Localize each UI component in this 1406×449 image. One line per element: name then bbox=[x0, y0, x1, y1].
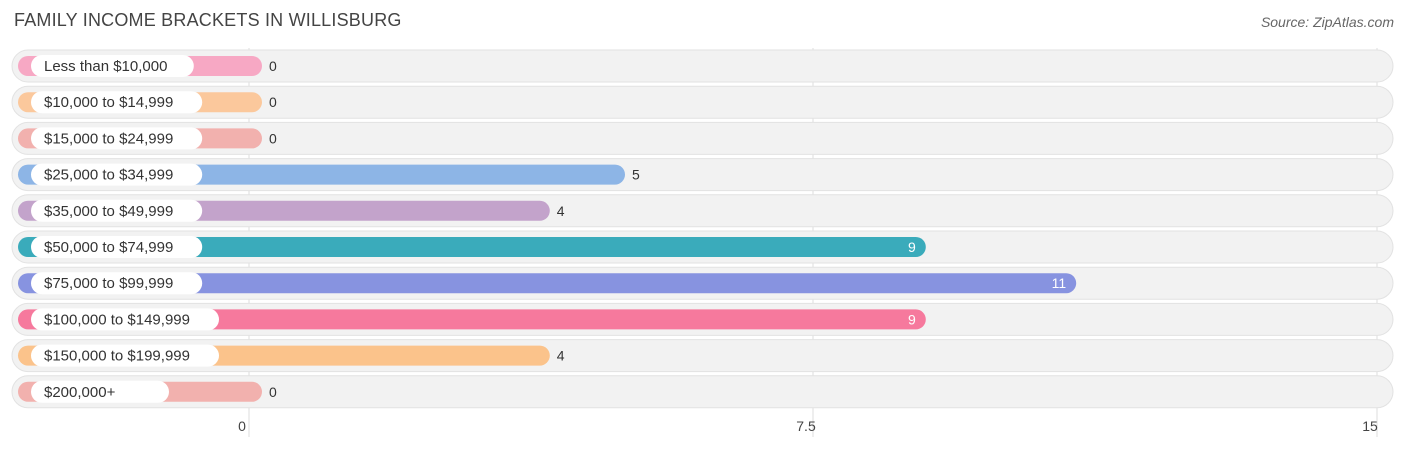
source-note: Source: ZipAtlas.com bbox=[1260, 14, 1394, 30]
bar-row: $50,000 to $74,999 9 bbox=[11, 230, 1394, 264]
category-label-bg bbox=[31, 55, 194, 77]
data-label: 0 bbox=[269, 58, 277, 74]
category-label-bg bbox=[31, 236, 203, 258]
category-label: $100,000 to $149,999 bbox=[44, 311, 190, 328]
bar-track bbox=[11, 375, 1394, 409]
category-label: $75,000 to $99,999 bbox=[44, 275, 173, 292]
bar-row: $75,000 to $99,999 11 bbox=[11, 266, 1394, 300]
category-label: $50,000 to $74,999 bbox=[44, 239, 173, 256]
category-label: $200,000+ bbox=[44, 384, 116, 401]
chart-title: FAMILY INCOME BRACKETS IN WILLISBURG bbox=[14, 10, 402, 30]
bar-track bbox=[11, 121, 1394, 155]
category-label: $150,000 to $199,999 bbox=[44, 348, 190, 365]
category-label-bg bbox=[31, 163, 203, 186]
x-tick-label: 0 bbox=[238, 418, 246, 434]
x-tick-label: 7.5 bbox=[796, 418, 816, 434]
category-label: Less than $10,000 bbox=[44, 58, 167, 75]
category-label-bg bbox=[31, 91, 203, 114]
category-label-bg bbox=[31, 272, 203, 295]
category-label: $25,000 to $34,999 bbox=[44, 167, 173, 184]
data-label: 4 bbox=[557, 203, 565, 219]
bar-row: $35,000 to $49,999 4 bbox=[11, 194, 1394, 228]
bar-row: $150,000 to $199,999 4 bbox=[11, 339, 1394, 373]
bar-row: $25,000 to $34,999 5 bbox=[11, 158, 1394, 192]
bar-track bbox=[11, 85, 1394, 119]
bar-row: Less than $10,000 0 bbox=[11, 49, 1394, 83]
category-label: $15,000 to $24,999 bbox=[44, 130, 173, 147]
bar-row: $10,000 to $14,999 0 bbox=[11, 85, 1394, 119]
data-label: 9 bbox=[908, 239, 916, 255]
data-label: 9 bbox=[908, 311, 916, 327]
category-label-bg bbox=[31, 344, 219, 367]
data-label: 5 bbox=[632, 167, 640, 183]
category-label-bg bbox=[31, 127, 203, 150]
category-label-bg bbox=[31, 199, 203, 222]
category-label: $10,000 to $14,999 bbox=[44, 94, 173, 111]
bar-row: $15,000 to $24,999 0 bbox=[11, 121, 1394, 155]
data-label: 11 bbox=[1052, 275, 1067, 291]
bar bbox=[18, 309, 926, 330]
bar bbox=[18, 237, 926, 257]
data-label: 0 bbox=[269, 94, 277, 110]
bar-track bbox=[11, 49, 1394, 83]
bar bbox=[18, 273, 1077, 294]
bar-row: $200,000+ 0 bbox=[11, 375, 1394, 409]
x-tick-label: 15 bbox=[1362, 418, 1378, 434]
data-label: 0 bbox=[269, 384, 277, 400]
category-label-bg bbox=[31, 380, 169, 403]
category-label-bg bbox=[31, 308, 219, 331]
bar-row: $100,000 to $149,999 9 bbox=[11, 302, 1394, 336]
category-label: $35,000 to $49,999 bbox=[44, 203, 173, 220]
data-label: 0 bbox=[269, 130, 277, 146]
data-label: 4 bbox=[557, 348, 565, 364]
